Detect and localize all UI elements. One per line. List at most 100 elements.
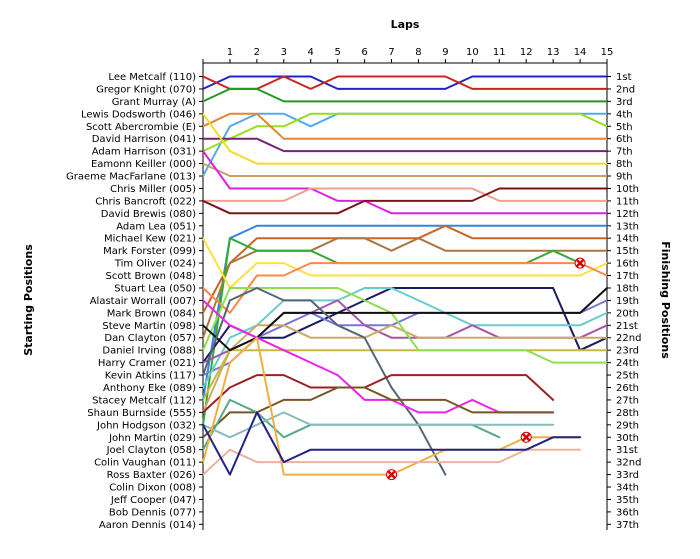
position-lines <box>202 75 608 476</box>
starting-position-label: Tim Oliver (024) <box>114 259 196 270</box>
x-tick-label: 15 <box>601 47 614 58</box>
starting-position-label: Graeme MacFarlane (013) <box>66 172 196 183</box>
starting-position-label: Gregor Knight (070) <box>96 84 196 95</box>
x-tick-label: 9 <box>442 47 448 58</box>
starting-position-label: Lee Metcalf (110) <box>108 72 196 83</box>
series-line <box>202 386 555 439</box>
series-line <box>202 187 608 215</box>
retirement-marker <box>386 469 398 481</box>
finishing-position-label: 4th <box>616 109 633 120</box>
retirement-marker-stroke <box>387 470 396 479</box>
series-line <box>202 150 608 215</box>
finishing-position-label: 7th <box>616 147 633 158</box>
x-tick-label: 3 <box>281 47 287 58</box>
series-line <box>202 374 555 414</box>
finishing-position-label: 34th <box>616 483 639 494</box>
x-tick-label: 5 <box>334 47 340 58</box>
finishing-position-label: 13th <box>616 221 639 232</box>
finishing-position-label: 25th <box>616 371 639 382</box>
series-line <box>202 187 608 202</box>
plot-frame <box>202 62 608 530</box>
finishing-position-label: 22nd <box>616 333 641 344</box>
series-line <box>202 75 608 90</box>
starting-position-label: Harry Cramer (021) <box>98 358 196 369</box>
starting-position-label: Jeff Cooper (047) <box>110 495 196 506</box>
x-tick-label: 14 <box>574 47 587 58</box>
starting-position-label: Lewis Dodsworth (046) <box>81 109 196 120</box>
finishing-position-label: 9th <box>616 172 633 183</box>
series-line <box>202 162 608 177</box>
x-ticks: 1 2 3 4 5 6 7 8 9 10 11 12 13 14 15 <box>202 47 614 63</box>
starting-position-label: Dan Clayton (057) <box>104 333 196 344</box>
starting-position-label: Mark Brown (084) <box>107 308 196 319</box>
starting-position-label: Stuart Lea (050) <box>114 283 196 294</box>
series-line <box>202 287 608 364</box>
series-line <box>202 336 582 476</box>
finishing-position-label: 35th <box>616 495 639 506</box>
starting-position-label: Chris Miller (005) <box>110 184 196 195</box>
retirement-marker-stroke <box>521 432 531 442</box>
finishing-position-label: 20th <box>616 308 639 319</box>
starting-position-label: Mark Forster (099) <box>103 246 196 257</box>
series-line <box>202 299 555 414</box>
starting-position-label: David Harrison (041) <box>92 134 196 145</box>
finishing-position-label: 16th <box>616 259 639 270</box>
retirement-marker <box>520 431 532 443</box>
starting-position-label: Adam Lea (051) <box>116 221 196 232</box>
finishing-position-label: 28th <box>616 408 639 419</box>
starting-position-label: Scott Brown (048) <box>106 271 197 282</box>
starting-position-label: Eamonn Keiller (000) <box>91 159 196 170</box>
starting-labels: Lee Metcalf (110)Gregor Knight (070) Gran… <box>66 72 203 531</box>
x-tick-label: 11 <box>493 47 506 58</box>
series-line <box>202 75 608 90</box>
starting-position-label: Steve Martin (098) <box>102 321 196 332</box>
series-line <box>202 87 608 103</box>
retirement-marker <box>574 257 586 269</box>
x-tick-label: 8 <box>415 47 421 58</box>
left-axis-title: Starting Positions <box>22 244 35 356</box>
finishing-position-label: 15th <box>616 246 639 257</box>
series-line <box>202 287 447 476</box>
x-tick-label: 13 <box>547 47 560 58</box>
starting-position-label: Shaun Burnside (555) <box>87 408 196 419</box>
series-line <box>202 287 608 389</box>
finishing-position-label: 21st <box>616 321 638 332</box>
series-line <box>202 237 608 289</box>
starting-position-label: Stacey Metcalf (112) <box>92 395 196 406</box>
finishing-position-label: 17th <box>616 271 639 282</box>
right-axis-title: Finishing Positions <box>659 241 672 359</box>
finishing-position-label: 30th <box>616 433 639 444</box>
starting-position-label: Aaron Dennis (014) <box>99 520 196 531</box>
starting-position-label: Kevin Atkins (117) <box>105 371 196 382</box>
finishing-position-label: 33rd <box>616 470 639 481</box>
starting-position-label: Joel Clayton (058) <box>106 445 197 456</box>
x-tick-label: 4 <box>308 47 314 58</box>
x-tick-label: 1 <box>227 47 233 58</box>
finishing-position-label: 14th <box>616 234 639 245</box>
series-line <box>202 411 582 476</box>
series-line <box>202 237 582 426</box>
series-line <box>202 287 608 352</box>
series-line <box>202 349 608 401</box>
finishing-position-label: 12th <box>616 209 639 220</box>
starting-position-label: Colin Vaughan (011) <box>94 458 196 469</box>
finishing-position-label: 24th <box>616 358 639 369</box>
starting-position-label: Daniel Irving (088) <box>102 346 196 357</box>
series-line <box>202 224 608 401</box>
series-line <box>202 287 608 364</box>
x-tick-label: 12 <box>520 47 533 58</box>
finishing-position-label: 8th <box>616 159 633 170</box>
finishing-position-label: 2nd <box>616 84 635 95</box>
finishing-position-label: 32nd <box>616 458 641 469</box>
starting-position-label: Bob Dennis (077) <box>109 507 196 518</box>
finishing-position-label: 23rd <box>616 346 639 357</box>
starting-position-label: John Hodgson (032) <box>96 420 196 431</box>
finishing-position-label: 19th <box>616 296 639 307</box>
series-line <box>202 137 608 153</box>
finishing-position-label: 26th <box>616 383 639 394</box>
finishing-position-label: 29th <box>616 420 639 431</box>
x-tick-label: 7 <box>388 47 394 58</box>
finishing-position-label: 1st <box>616 72 632 83</box>
x-tick-label: 10 <box>466 47 479 58</box>
